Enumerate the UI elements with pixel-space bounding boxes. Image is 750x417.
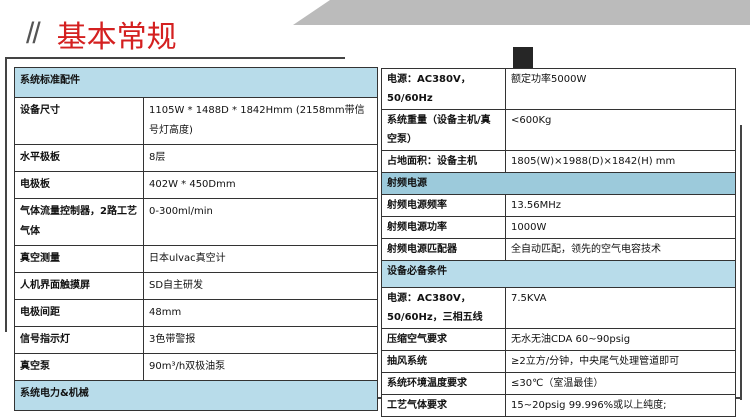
- section-header: 设备必备条件: [381, 260, 736, 288]
- frame-top-line: [5, 57, 345, 59]
- row-key: 压缩空气要求: [381, 328, 506, 351]
- row-value: 8层: [143, 144, 378, 172]
- row-key: 射频电源匹配器: [381, 238, 506, 261]
- row-value: 1000W: [505, 216, 736, 239]
- row-value: 无水无油CDA 60~90psig: [505, 328, 736, 351]
- row-key: 电源：AC380V，50/60Hz，三相五线: [381, 287, 506, 329]
- row-key: 气体流量控制器，2路工艺气体: [14, 198, 144, 246]
- row-key: 人机界面触摸屏: [14, 272, 144, 300]
- decorative-banner: [293, 0, 750, 25]
- row-value: 7.5KVA: [505, 287, 736, 329]
- row-value: 15~20psig 99.996%或以上纯度;: [505, 394, 736, 417]
- row-value: 1805(W)×1988(D)×1842(H) mm: [505, 150, 736, 173]
- row-key: 占地面积：设备主机: [381, 150, 506, 173]
- row-key: 射频电源频率: [381, 194, 506, 217]
- row-key: 工艺气体要求: [381, 394, 506, 417]
- row-key: 系统重量（设备主机/真空泵）: [381, 109, 506, 151]
- row-value: 13.56MHz: [505, 194, 736, 217]
- section-header: 射频电源: [381, 172, 736, 195]
- row-value: 90m³/h双极油泵: [143, 353, 378, 381]
- row-value: 402W * 450Dmm: [143, 171, 378, 199]
- row-value: 全自动匹配，领先的空气电容技术: [505, 238, 736, 261]
- row-key: 真空测量: [14, 245, 144, 273]
- title-text: 基本常规: [56, 20, 177, 55]
- row-key: 电极板: [14, 171, 144, 199]
- row-value: SD自主研发: [143, 272, 378, 300]
- section-header: 系统电力&机械: [14, 380, 378, 411]
- row-key: 系统环境温度要求: [381, 372, 506, 395]
- standard-config-table: 系统标准配件 设备尺寸 1105W * 1488D * 1842Hmm (2158…: [14, 67, 378, 411]
- row-key: 真空泵: [14, 353, 144, 381]
- row-key: 设备尺寸: [14, 97, 144, 145]
- row-value: 额定功率5000W: [505, 68, 736, 110]
- row-value: ≤30℃（室温最佳）: [505, 372, 736, 395]
- row-key: 信号指示灯: [14, 326, 144, 354]
- row-value: 48mm: [143, 299, 378, 327]
- decor-square-top: [513, 47, 533, 68]
- row-key: 电极间距: [14, 299, 144, 327]
- frame-right-line: [740, 125, 742, 400]
- title-slashes: //: [26, 17, 41, 50]
- power-requirements-table: 电源：AC380V，50/60Hz 额定功率5000W 系统重量（设备主机/真空泵…: [381, 68, 736, 417]
- page-title: // 基本常规: [26, 12, 177, 56]
- section-header: 系统标准配件: [14, 67, 378, 98]
- row-key: 射频电源功率: [381, 216, 506, 239]
- row-value: <600Kg: [505, 109, 736, 151]
- frame-left-line: [5, 57, 7, 332]
- row-value: 日本ulvac真空计: [143, 245, 378, 273]
- row-value: 1105W * 1488D * 1842Hmm (2158mm带信号灯高度): [143, 97, 378, 145]
- row-key: 抽风系统: [381, 350, 506, 373]
- row-value: 3色带警报: [143, 326, 378, 354]
- row-key: 水平极板: [14, 144, 144, 172]
- row-value: 0-300ml/min: [143, 198, 378, 246]
- row-value: ≥2立方/分钟，中央尾气处理管道即可: [505, 350, 736, 373]
- row-key: 电源：AC380V，50/60Hz: [381, 68, 506, 110]
